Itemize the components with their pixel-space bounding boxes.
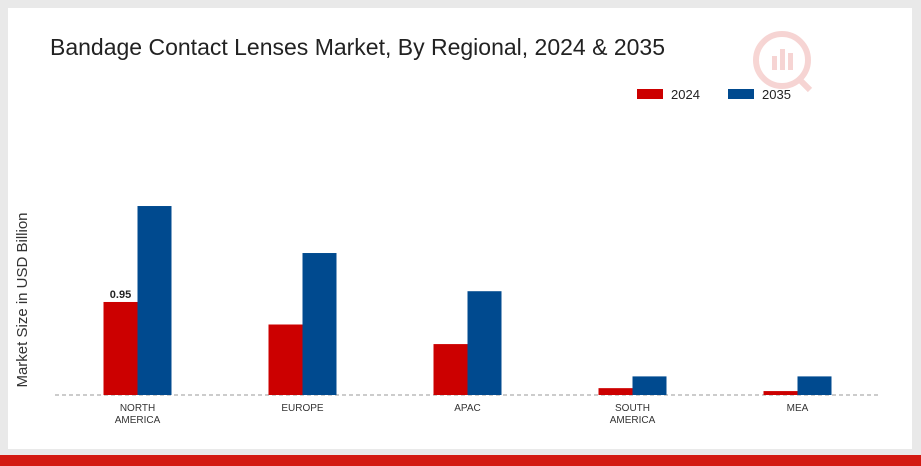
legend: 2024 2035	[637, 87, 791, 102]
bar-2035-1	[302, 253, 337, 395]
x-tick-label: SOUTH AMERICA	[610, 403, 656, 426]
bar-2024-3	[598, 388, 633, 395]
bar-2035-2	[467, 291, 502, 395]
x-tick-label: APAC	[454, 403, 481, 414]
data-label: 0.95	[110, 289, 131, 301]
bars-group	[103, 206, 832, 395]
data-labels: 0.95	[110, 289, 131, 301]
bar-2035-4	[797, 376, 832, 395]
legend-label-2024: 2024	[671, 87, 700, 102]
legend-swatch-2024	[637, 89, 663, 99]
bar-2035-3	[632, 376, 667, 395]
x-tick-labels: NORTH AMERICA EUROPE APAC SOUTH AMERICA MEA	[115, 403, 809, 426]
footer-bar	[0, 455, 921, 466]
bar-2024-2	[433, 344, 468, 395]
legend-swatch-2035	[728, 89, 754, 99]
bar-2024-0	[103, 301, 138, 395]
bar-2024-1	[268, 324, 303, 395]
x-tick-label: MEA	[787, 403, 809, 414]
x-tick-label: NORTH AMERICA	[115, 403, 161, 426]
chart-title: Bandage Contact Lenses Market, By Region…	[50, 34, 666, 60]
legend-label-2035: 2035	[762, 87, 791, 102]
bar-2024-4	[763, 391, 798, 395]
brand-logo-icon	[753, 31, 813, 93]
y-axis-label: Market Size in USD Billion	[14, 212, 31, 387]
x-tick-label: EUROPE	[281, 403, 324, 414]
bar-2035-0	[137, 206, 172, 395]
